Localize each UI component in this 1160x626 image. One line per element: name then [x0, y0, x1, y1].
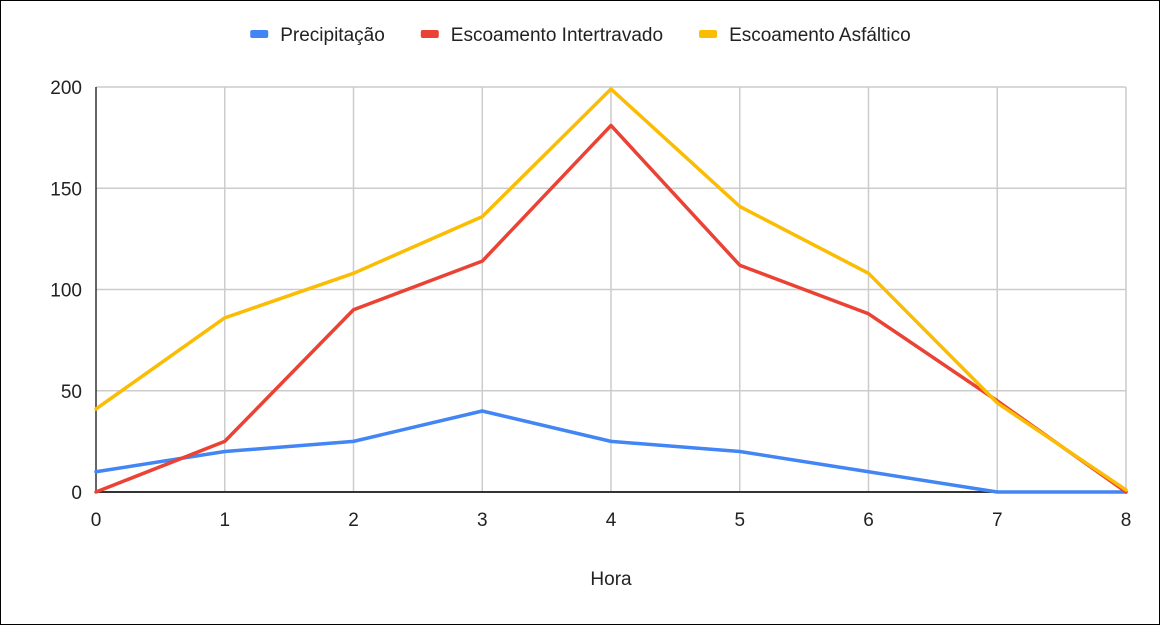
x-tick-label: 3 [477, 510, 488, 531]
y-tick-label: 100 [50, 281, 82, 302]
legend-swatch [250, 30, 269, 38]
x-tick-label: 7 [992, 510, 1003, 531]
x-tick-label: 6 [863, 510, 874, 531]
series-1-line [94, 409, 1128, 494]
legend-label: Precipitação [280, 25, 385, 46]
legend-swatch [420, 30, 439, 38]
legend: Precipitação Escoamento Intertravado Escoa… [250, 25, 911, 46]
legend-label: Escoamento Asfáltico [729, 25, 911, 46]
legend-label: Escoamento Intertravado [451, 25, 663, 46]
legend-swatch [699, 30, 718, 38]
x-tick-label: 1 [219, 510, 230, 531]
y-tick-label: 150 [50, 179, 82, 200]
y-tick-label: 200 [50, 78, 82, 99]
series-lines [94, 87, 1128, 494]
x-tick-label: 2 [348, 510, 359, 531]
x-tick-label: 4 [606, 510, 617, 531]
y-tick-label: 50 [61, 382, 82, 403]
y-axis: 0 50 100 150 200 [50, 78, 97, 504]
x-tick-label: 8 [1121, 510, 1132, 531]
y-tick-label: 0 [71, 483, 82, 504]
x-axis: 0 1 2 3 4 5 6 7 8 [91, 491, 1132, 531]
x-tick-label: 0 [91, 510, 102, 531]
x-tick-label: 5 [734, 510, 745, 531]
gridlines [96, 86, 1127, 492]
x-axis-title: Hora [590, 569, 632, 590]
series-2-line [94, 123, 1128, 494]
series-3-line [94, 87, 1128, 492]
